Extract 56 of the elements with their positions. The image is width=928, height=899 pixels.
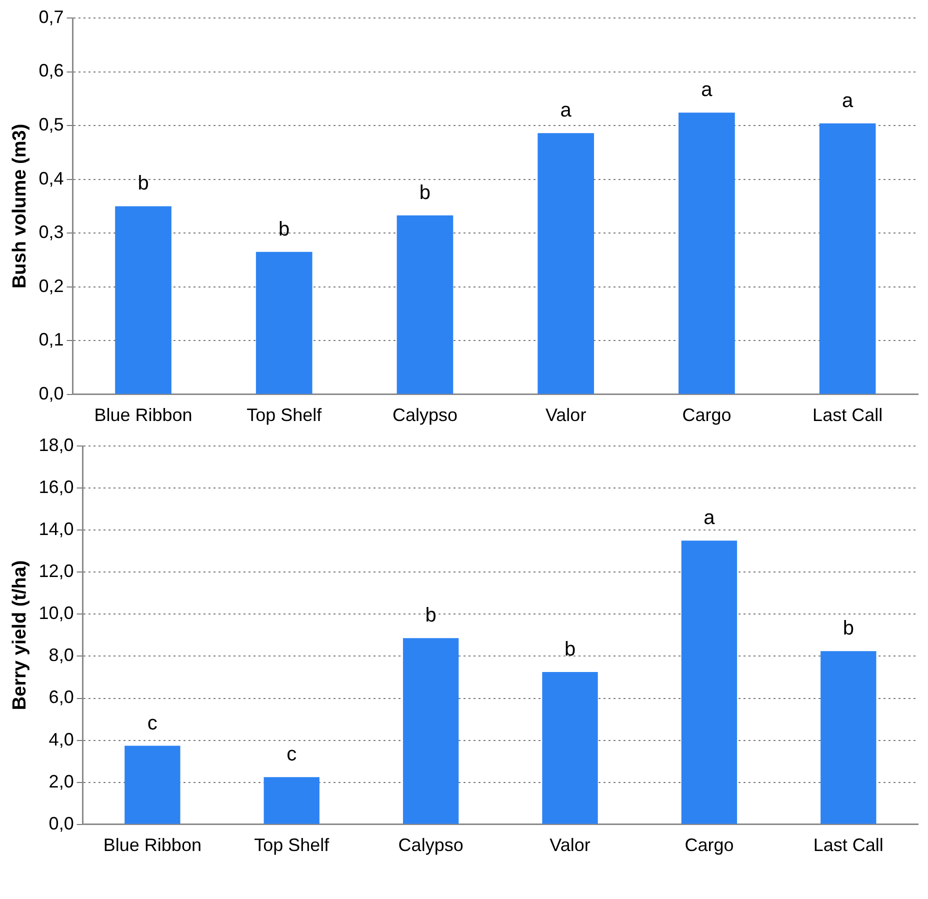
annotation: b xyxy=(278,218,290,240)
y-tick-label: 0,6 xyxy=(38,60,64,81)
y-tick-label: 0,3 xyxy=(38,222,64,242)
y-tick-label: 0,4 xyxy=(38,168,64,188)
bar xyxy=(678,112,735,394)
bar xyxy=(256,252,312,394)
annotation: b xyxy=(842,618,854,640)
annotation: c xyxy=(147,712,158,734)
annotation: c xyxy=(286,744,297,766)
x-tick-label: Cargo xyxy=(684,835,734,856)
x-tick-label: Top Shelf xyxy=(254,835,330,856)
annotation: b xyxy=(138,172,149,195)
y-axis-title: Bush volume (m3) xyxy=(10,124,31,289)
x-tick-label: Blue Ribbon xyxy=(103,835,202,856)
y-tick-label: 6,0 xyxy=(48,687,74,708)
x-tick-label: Calypso xyxy=(398,835,464,856)
y-tick-label: 0,7 xyxy=(38,6,64,27)
annotation: a xyxy=(704,507,716,530)
bar xyxy=(124,746,180,824)
annotation: a xyxy=(701,79,714,102)
x-tick-label: Valor xyxy=(550,835,590,856)
bar xyxy=(542,672,598,824)
x-tick-label: Last Call xyxy=(813,835,884,856)
bar xyxy=(681,540,738,824)
annotation: b xyxy=(425,604,436,627)
annotation: b xyxy=(564,638,576,661)
y-tick-label: 4,0 xyxy=(48,729,74,750)
bar xyxy=(264,777,320,824)
bar xyxy=(402,638,459,824)
y-tick-label: 14,0 xyxy=(38,519,74,540)
x-tick-label: Blue Ribbon xyxy=(94,405,192,426)
y-tick-label: 0,0 xyxy=(48,813,74,834)
annotation: a xyxy=(842,90,854,112)
y-tick-label: 0,2 xyxy=(38,276,64,296)
x-tick-label: Last Call xyxy=(812,405,883,426)
bar xyxy=(819,123,876,394)
y-tick-label: 8,0 xyxy=(48,645,74,666)
bar xyxy=(820,651,876,824)
bar xyxy=(396,215,454,394)
x-tick-label: Top Shelf xyxy=(246,405,323,426)
y-tick-label: 0,0 xyxy=(38,383,64,404)
y-tick-label: 18,0 xyxy=(38,434,74,455)
y-tick-label: 0,5 xyxy=(38,114,64,135)
bar xyxy=(115,206,172,394)
y-tick-label: 12,0 xyxy=(38,561,74,582)
y-tick-label: 2,0 xyxy=(48,771,74,792)
annotation: b xyxy=(419,182,431,204)
y-axis-title: Berry yield (t/ha) xyxy=(10,560,31,710)
y-tick-label: 16,0 xyxy=(38,477,74,498)
annotation: a xyxy=(560,100,572,122)
y-tick-label: 10,0 xyxy=(38,603,74,624)
x-tick-label: Calypso xyxy=(392,405,458,426)
x-tick-label: Cargo xyxy=(682,405,732,426)
bar xyxy=(538,133,594,394)
x-tick-label: Valor xyxy=(546,405,586,426)
y-tick-label: 0,1 xyxy=(38,330,64,350)
